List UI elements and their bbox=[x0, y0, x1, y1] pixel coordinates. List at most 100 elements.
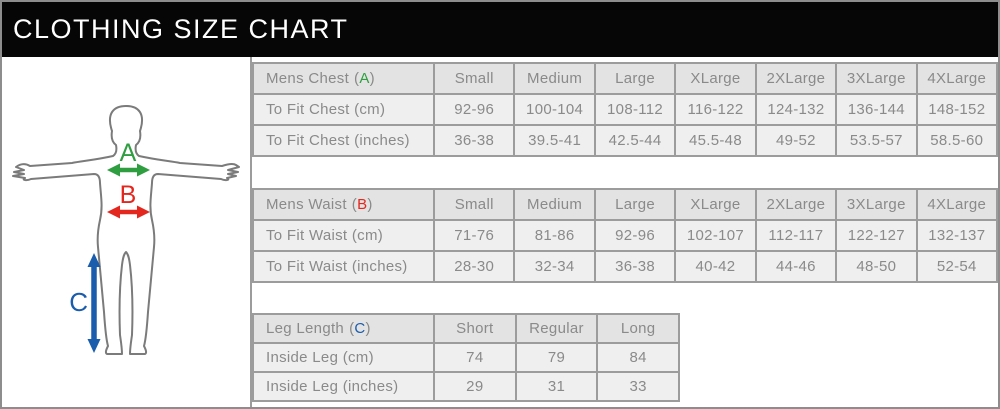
size-col-header: Large bbox=[593, 188, 677, 221]
size-value: 136-144 bbox=[835, 93, 918, 126]
table-header-row: Mens Chest (A) Small Medium Large XLarge … bbox=[252, 62, 998, 95]
size-col-header: XLarge bbox=[674, 62, 757, 95]
table-title: Mens Waist bbox=[266, 196, 347, 213]
size-value: 81-86 bbox=[513, 219, 596, 252]
size-value: 84 bbox=[596, 342, 680, 373]
waist-arrow-left-head bbox=[107, 205, 120, 219]
open-paren: ( bbox=[349, 320, 355, 337]
chest-arrow-left-head bbox=[107, 163, 120, 177]
size-col-header: 2XLarge bbox=[754, 62, 838, 95]
size-value: 44-46 bbox=[754, 250, 838, 283]
close-paren: ) bbox=[369, 70, 375, 87]
row-label: To Fit Waist (cm) bbox=[252, 219, 435, 252]
waist-width-arrow: B bbox=[107, 181, 150, 219]
size-value: 28-30 bbox=[432, 250, 516, 283]
table-row: To Fit Waist (cm) 71-76 81-86 92-96 102-… bbox=[252, 219, 998, 252]
size-value: 52-54 bbox=[915, 250, 998, 283]
table-title-cell: Leg Length (C) bbox=[252, 313, 435, 344]
row-label: Inside Leg (cm) bbox=[252, 342, 435, 373]
row-label: To Fit Chest (cm) bbox=[252, 93, 435, 126]
size-col-header: Small bbox=[432, 62, 516, 95]
size-col-header: Medium bbox=[513, 62, 596, 95]
size-value: 124-132 bbox=[754, 93, 838, 126]
size-value: 48-50 bbox=[835, 250, 918, 283]
size-value: 92-96 bbox=[432, 93, 516, 126]
page-title: CLOTHING SIZE CHART bbox=[13, 14, 349, 44]
table-title: Leg Length bbox=[266, 320, 345, 337]
size-value: 42.5-44 bbox=[593, 124, 677, 157]
leg-arrow-bottom-head bbox=[87, 339, 101, 353]
close-paren: ) bbox=[365, 320, 371, 337]
table-title: Mens Chest bbox=[266, 70, 350, 87]
size-col-header: 3XLarge bbox=[835, 188, 918, 221]
size-col-header: 4XLarge bbox=[915, 62, 998, 95]
size-col-header: 4XLarge bbox=[915, 188, 998, 221]
size-value: 108-112 bbox=[593, 93, 677, 126]
size-col-header: XLarge bbox=[674, 188, 757, 221]
open-paren: ( bbox=[351, 196, 358, 213]
size-value: 100-104 bbox=[513, 93, 596, 126]
size-key-letter-b: B bbox=[357, 196, 368, 213]
size-value: 132-137 bbox=[915, 219, 998, 252]
human-figure-diagram: A B C bbox=[12, 105, 240, 355]
size-key-letter-c: C bbox=[354, 320, 366, 337]
size-value: 58.5-60 bbox=[915, 124, 998, 157]
chest-arrow-right-head bbox=[137, 163, 150, 177]
size-value: 39.5-41 bbox=[513, 124, 596, 157]
table-row: To Fit Chest (cm) 92-96 100-104 108-112 … bbox=[252, 93, 998, 126]
size-value: 71-76 bbox=[432, 219, 516, 252]
size-col-header: 3XLarge bbox=[835, 62, 918, 95]
chest-width-arrow: A bbox=[107, 139, 150, 177]
table-header-row: Mens Waist (B) Small Medium Large XLarge … bbox=[252, 188, 998, 221]
row-label: Inside Leg (inches) bbox=[252, 371, 435, 402]
table-row: Inside Leg (inches) 29 31 33 bbox=[252, 371, 680, 402]
size-value: 53.5-57 bbox=[835, 124, 918, 157]
size-value: 31 bbox=[514, 371, 599, 402]
mens-waist-table: Mens Waist (B) Small Medium Large XLarge … bbox=[252, 188, 998, 283]
size-value: 36-38 bbox=[432, 124, 516, 157]
close-paren: ) bbox=[367, 196, 373, 213]
size-value: 102-107 bbox=[674, 219, 757, 252]
size-col-header: 2XLarge bbox=[754, 188, 838, 221]
size-value: 122-127 bbox=[835, 219, 918, 252]
leg-length-table: Leg Length (C) Short Regular Long Inside … bbox=[252, 313, 680, 402]
table-row: To Fit Waist (inches) 28-30 32-34 36-38 … bbox=[252, 250, 998, 283]
leg-length-arrow: C bbox=[69, 253, 101, 353]
size-value: 45.5-48 bbox=[674, 124, 757, 157]
size-value: 49-52 bbox=[754, 124, 838, 157]
size-value: 29 bbox=[433, 371, 517, 402]
size-value: 74 bbox=[433, 342, 517, 373]
size-value: 36-38 bbox=[593, 250, 677, 283]
size-col-header: Short bbox=[433, 313, 517, 344]
row-label: To Fit Chest (inches) bbox=[252, 124, 435, 157]
size-col-header: Large bbox=[593, 62, 677, 95]
body-figure-panel: A B C bbox=[2, 57, 252, 407]
waist-arrow-right-head bbox=[137, 205, 150, 219]
size-value: 33 bbox=[596, 371, 680, 402]
size-value: 112-117 bbox=[754, 219, 838, 252]
size-value: 148-152 bbox=[915, 93, 998, 126]
measure-label-a: A bbox=[120, 139, 137, 167]
title-bar: CLOTHING SIZE CHART bbox=[2, 2, 998, 57]
size-value: 116-122 bbox=[674, 93, 757, 126]
size-col-header: Medium bbox=[513, 188, 596, 221]
size-col-header: Small bbox=[432, 188, 516, 221]
mens-chest-table: Mens Chest (A) Small Medium Large XLarge … bbox=[252, 62, 998, 157]
size-key-letter-a: A bbox=[359, 70, 370, 87]
table-row: To Fit Chest (inches) 36-38 39.5-41 42.5… bbox=[252, 124, 998, 157]
size-col-header: Long bbox=[596, 313, 680, 344]
body-silhouette bbox=[12, 105, 240, 355]
table-row: Inside Leg (cm) 74 79 84 bbox=[252, 342, 680, 373]
table-title-cell: Mens Waist (B) bbox=[252, 188, 435, 221]
measure-label-b: B bbox=[120, 181, 137, 209]
measure-label-c: C bbox=[69, 287, 88, 317]
size-col-header: Regular bbox=[514, 313, 599, 344]
table-title-cell: Mens Chest (A) bbox=[252, 62, 435, 95]
size-value: 40-42 bbox=[674, 250, 757, 283]
leg-arrow-top-head bbox=[87, 253, 101, 267]
row-label: To Fit Waist (inches) bbox=[252, 250, 435, 283]
size-value: 32-34 bbox=[513, 250, 596, 283]
table-header-row: Leg Length (C) Short Regular Long bbox=[252, 313, 680, 344]
size-value: 79 bbox=[514, 342, 599, 373]
